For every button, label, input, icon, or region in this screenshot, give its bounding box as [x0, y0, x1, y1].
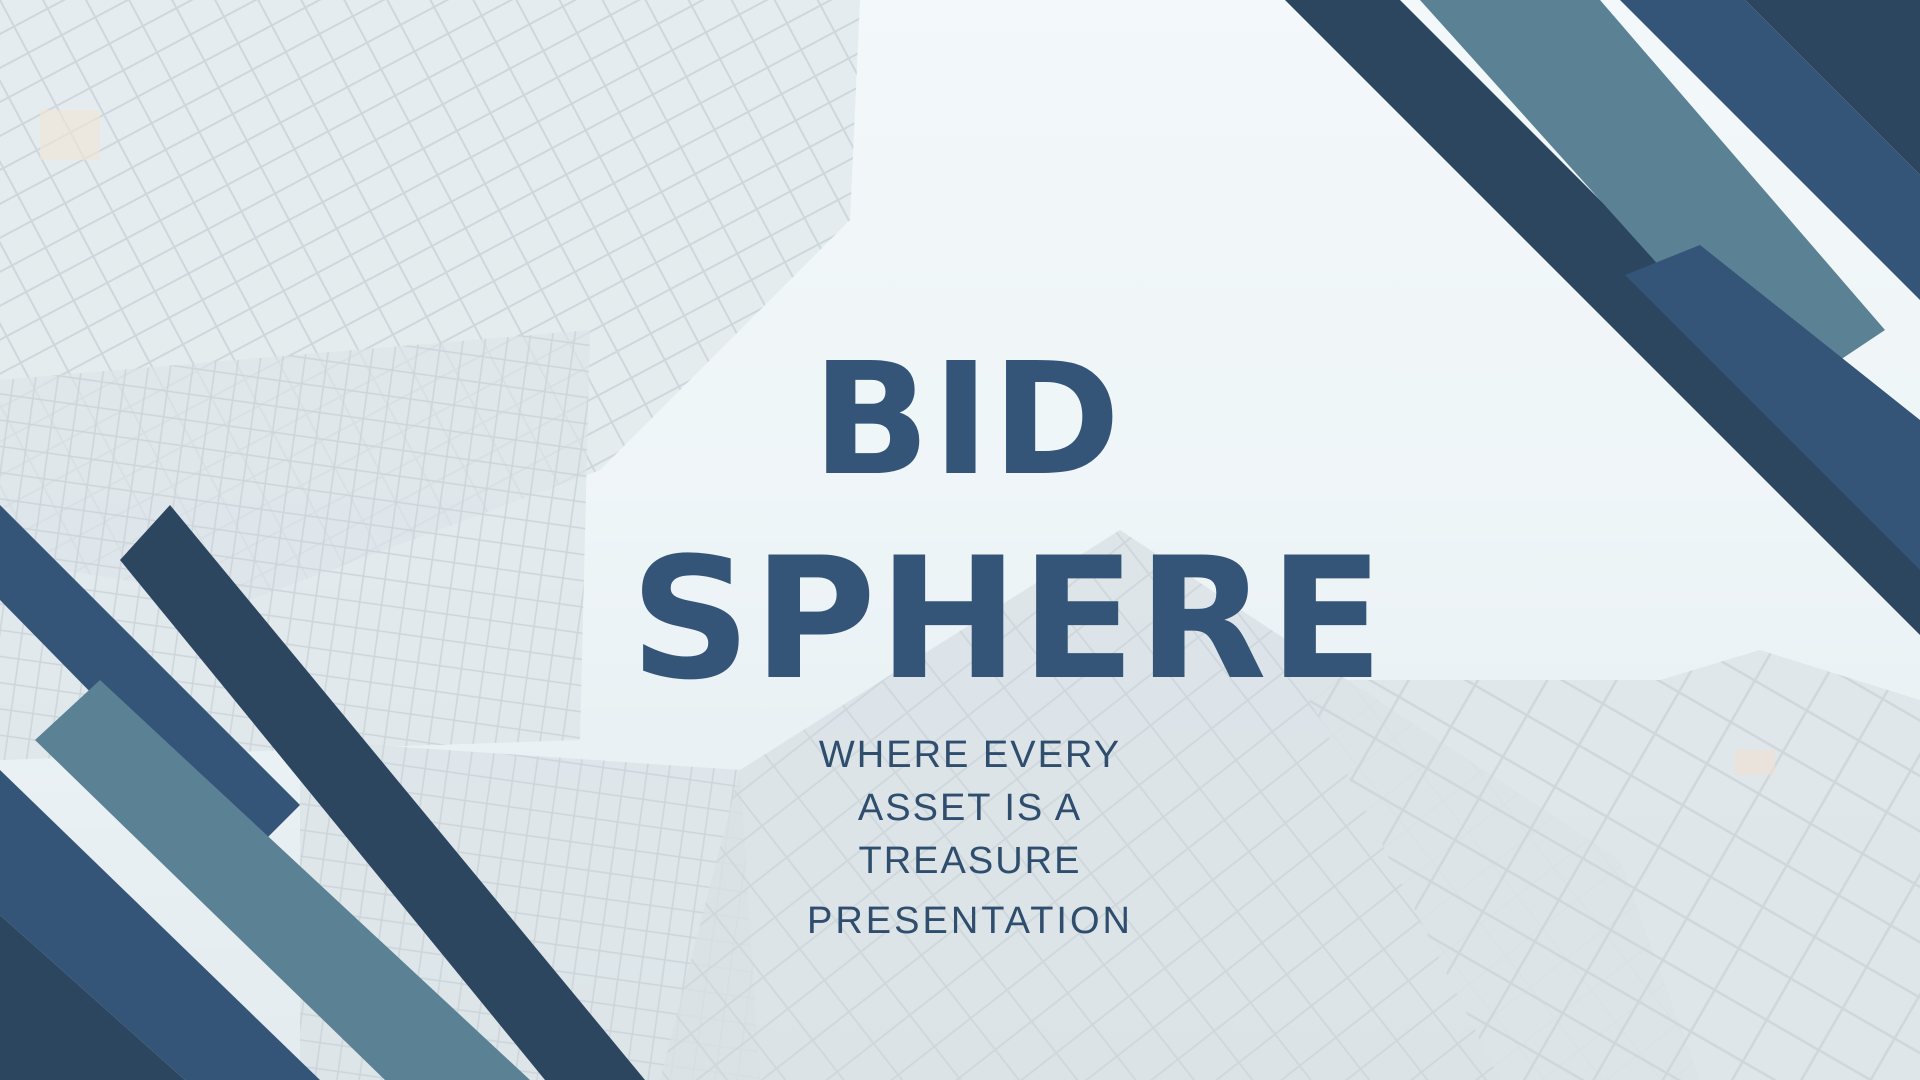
stripe-blue-mid-right: [1625, 245, 1920, 570]
stripe-navy-bottom-left: [120, 505, 645, 1080]
stripe-steel-bottom-left: [35, 680, 530, 1080]
stripe-navy-top-right: [1285, 0, 1920, 635]
subtitle-line-2: ASSET IS A: [857, 787, 1083, 829]
stripe-blue-top-right: [1620, 0, 1920, 300]
stripe-blue-corner-top-right: [1745, 0, 1920, 175]
stripe-blue-bottom-left: [0, 505, 300, 855]
subtitle-line-1: WHERE EVERY: [818, 734, 1122, 776]
stripe-blue-lower-left: [0, 770, 320, 1080]
stripe-navy-corner-bottom-left: [0, 915, 185, 1080]
title-line-bid: BID: [812, 329, 1123, 510]
subtitle-line-3: TREASURE: [858, 840, 1082, 882]
title-line-sphere: SPHERE: [630, 521, 1386, 717]
subtitle: WHERE EVERY ASSET IS A TREASURE: [800, 729, 1140, 888]
presentation-caption: PRESENTATION: [807, 900, 1133, 942]
